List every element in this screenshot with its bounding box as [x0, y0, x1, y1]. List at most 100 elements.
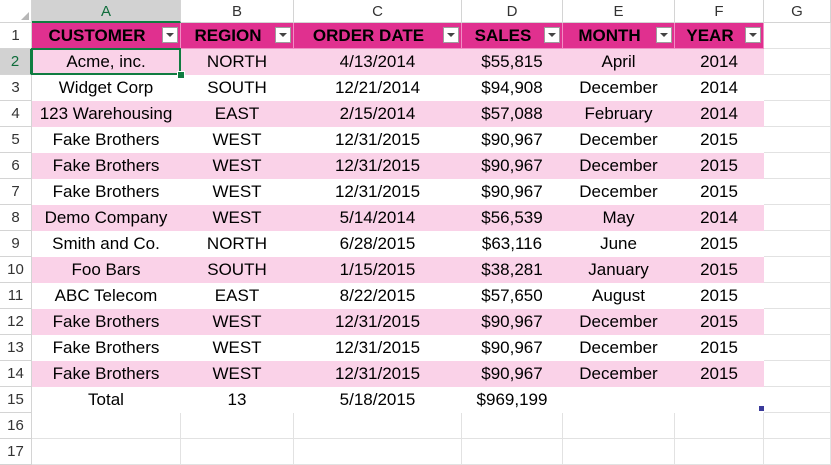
cell-year[interactable]: 2015	[675, 309, 764, 335]
column-header-g[interactable]: G	[764, 0, 831, 23]
empty-cell[interactable]	[764, 387, 831, 413]
empty-cell[interactable]	[764, 75, 831, 101]
row-header-16[interactable]: 16	[0, 413, 32, 439]
cell-month[interactable]: December	[563, 309, 675, 335]
cell-customer[interactable]: ABC Telecom	[32, 283, 181, 309]
row-header-10[interactable]: 10	[0, 257, 32, 283]
row-header-17[interactable]: 17	[0, 439, 32, 465]
cell-sales[interactable]: $57,088	[462, 101, 563, 127]
column-header-e[interactable]: E	[563, 0, 675, 23]
total-region[interactable]: 13	[181, 387, 294, 413]
cell-region[interactable]: SOUTH	[181, 75, 294, 101]
cell-year[interactable]: 2014	[675, 101, 764, 127]
select-all-icon[interactable]	[0, 0, 32, 23]
cell-month[interactable]: December	[563, 335, 675, 361]
table-resize-handle[interactable]	[759, 406, 764, 411]
cell-sales[interactable]: $63,116	[462, 231, 563, 257]
cell-month[interactable]: December	[563, 179, 675, 205]
table-header-order-date[interactable]: ORDER DATE	[294, 23, 462, 49]
row-header-14[interactable]: 14	[0, 361, 32, 387]
cell-region[interactable]: WEST	[181, 309, 294, 335]
cell-customer[interactable]: Fake Brothers	[32, 153, 181, 179]
table-header-sales[interactable]: SALES	[462, 23, 563, 49]
column-header-c[interactable]: C	[294, 0, 462, 23]
empty-cell[interactable]	[32, 413, 181, 439]
row-header-8[interactable]: 8	[0, 205, 32, 231]
cell-order-date[interactable]: 1/15/2015	[294, 257, 462, 283]
row-header-7[interactable]: 7	[0, 179, 32, 205]
cell-customer[interactable]: Fake Brothers	[32, 335, 181, 361]
empty-cell[interactable]	[764, 127, 831, 153]
cell-year[interactable]: 2015	[675, 361, 764, 387]
cell-region[interactable]: WEST	[181, 335, 294, 361]
empty-cell[interactable]	[764, 283, 831, 309]
cell-region[interactable]: NORTH	[181, 231, 294, 257]
empty-cell[interactable]	[764, 49, 831, 75]
cell-region[interactable]: WEST	[181, 153, 294, 179]
cell-order-date[interactable]: 5/14/2014	[294, 205, 462, 231]
cell-sales[interactable]: $90,967	[462, 309, 563, 335]
empty-cell[interactable]	[764, 361, 831, 387]
empty-cell[interactable]	[764, 257, 831, 283]
cell-region[interactable]: WEST	[181, 179, 294, 205]
cell-order-date[interactable]: 12/31/2015	[294, 335, 462, 361]
row-header-12[interactable]: 12	[0, 309, 32, 335]
cell-order-date[interactable]: 12/31/2015	[294, 153, 462, 179]
column-header-a[interactable]: A	[32, 0, 181, 23]
cell-month[interactable]: April	[563, 49, 675, 75]
column-header-f[interactable]: F	[675, 0, 764, 23]
cell-sales[interactable]: $90,967	[462, 153, 563, 179]
cell-month[interactable]: May	[563, 205, 675, 231]
cell-month[interactable]: June	[563, 231, 675, 257]
cell-customer[interactable]: Smith and Co.	[32, 231, 181, 257]
empty-cell[interactable]	[462, 439, 563, 465]
empty-cell[interactable]	[764, 101, 831, 127]
cell-sales[interactable]: $90,967	[462, 127, 563, 153]
empty-cell[interactable]	[764, 205, 831, 231]
cell-region[interactable]: WEST	[181, 127, 294, 153]
cell-year[interactable]: 2015	[675, 257, 764, 283]
table-header-year[interactable]: YEAR	[675, 23, 764, 49]
filter-dropdown-icon[interactable]	[275, 27, 291, 43]
total-order-date[interactable]: 5/18/2015	[294, 387, 462, 413]
empty-cell[interactable]	[563, 439, 675, 465]
cell-order-date[interactable]: 12/31/2015	[294, 309, 462, 335]
cell-order-date[interactable]: 12/31/2015	[294, 361, 462, 387]
empty-cell[interactable]	[181, 413, 294, 439]
cell-month[interactable]: December	[563, 153, 675, 179]
cell-year[interactable]: 2015	[675, 153, 764, 179]
cell-year[interactable]: 2014	[675, 49, 764, 75]
cell-customer[interactable]: Widget Corp	[32, 75, 181, 101]
table-header-customer[interactable]: CUSTOMER	[32, 23, 181, 49]
empty-cell[interactable]	[675, 413, 764, 439]
empty-cell[interactable]	[764, 153, 831, 179]
empty-cell[interactable]	[764, 23, 831, 49]
filter-dropdown-icon[interactable]	[745, 27, 761, 43]
cell-customer[interactable]: Foo Bars	[32, 257, 181, 283]
row-header-11[interactable]: 11	[0, 283, 32, 309]
row-header-2[interactable]: 2	[0, 49, 32, 75]
row-header-13[interactable]: 13	[0, 335, 32, 361]
empty-cell[interactable]	[181, 439, 294, 465]
cell-region[interactable]: NORTH	[181, 49, 294, 75]
cell-year[interactable]: 2015	[675, 335, 764, 361]
filter-dropdown-icon[interactable]	[656, 27, 672, 43]
empty-cell[interactable]	[294, 439, 462, 465]
cell-customer[interactable]: Fake Brothers	[32, 361, 181, 387]
cell-sales[interactable]: $90,967	[462, 361, 563, 387]
cell-customer[interactable]: Demo Company	[32, 205, 181, 231]
cell-region[interactable]: WEST	[181, 361, 294, 387]
cell-year[interactable]: 2014	[675, 205, 764, 231]
cell-year[interactable]: 2015	[675, 283, 764, 309]
cell-customer[interactable]: Fake Brothers	[32, 127, 181, 153]
column-header-b[interactable]: B	[181, 0, 294, 23]
table-header-region[interactable]: REGION	[181, 23, 294, 49]
cell-customer[interactable]: Fake Brothers	[32, 309, 181, 335]
empty-cell[interactable]	[764, 309, 831, 335]
filter-dropdown-icon[interactable]	[443, 27, 459, 43]
cell-month[interactable]: February	[563, 101, 675, 127]
cell-customer[interactable]: 123 Warehousing	[32, 101, 181, 127]
cell-sales[interactable]: $55,815	[462, 49, 563, 75]
empty-cell[interactable]	[675, 439, 764, 465]
row-header-9[interactable]: 9	[0, 231, 32, 257]
